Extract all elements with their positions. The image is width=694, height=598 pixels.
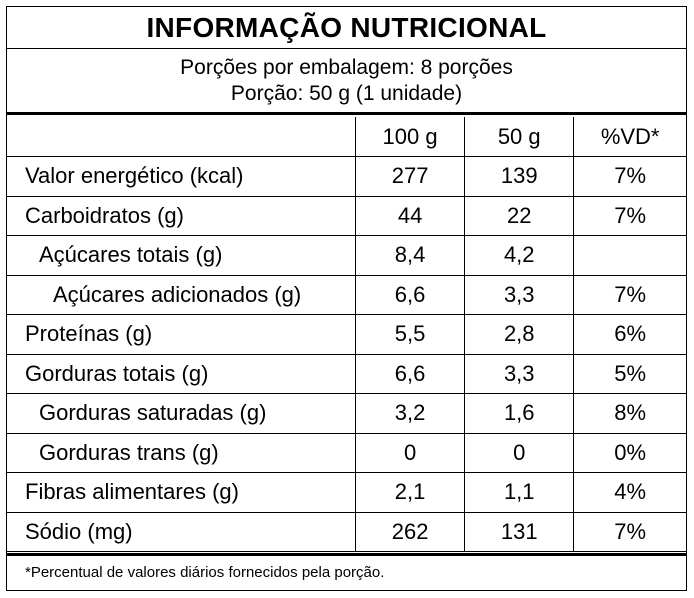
value-100g: 0 (354, 432, 466, 473)
value-vd: 7% (573, 274, 686, 315)
value-100g: 6,6 (354, 353, 466, 394)
table-row: Fibras alimentares (g) 2,1 1,1 4% (7, 472, 686, 513)
nutrient-name: Gorduras trans (g) (7, 432, 356, 473)
table-row: Gorduras saturadas (g) 3,2 1,6 8% (7, 393, 686, 434)
table-row: Proteínas (g) 5,5 2,8 6% (7, 314, 686, 355)
value-100g: 8,4 (354, 235, 466, 276)
value-100g: 6,6 (354, 274, 466, 315)
value-100g: 3,2 (354, 393, 466, 434)
value-vd: 0% (573, 432, 686, 473)
table-row: Açúcares adicionados (g) 6,6 3,3 7% (7, 274, 686, 315)
table-header-row: 100 g 50 g %VD* (7, 117, 686, 157)
value-vd: 7% (573, 195, 686, 236)
value-vd: 4% (573, 472, 686, 513)
nutrient-name: Açúcares adicionados (g) (7, 274, 356, 315)
footnote: *Percentual de valores diários fornecido… (7, 553, 686, 589)
value-50g: 0 (464, 432, 575, 473)
table-row: Gorduras trans (g) 0 0 0% (7, 432, 686, 473)
value-50g: 3,3 (464, 274, 575, 315)
nutrient-name: Sódio (mg) (7, 511, 356, 552)
value-vd: 6% (573, 314, 686, 355)
value-50g: 2,8 (464, 314, 575, 355)
value-100g: 44 (354, 195, 466, 236)
nutrient-name: Açúcares totais (g) (7, 235, 356, 276)
column-header-vd: %VD* (573, 117, 686, 157)
value-vd: 8% (573, 393, 686, 434)
nutrient-name: Carboidratos (g) (7, 195, 356, 236)
portions-per-package: Porções por embalagem: 8 porções (180, 55, 513, 79)
nutrition-label: INFORMAÇÃO NUTRICIONAL Porções por embal… (6, 6, 687, 591)
column-header-nutrient (7, 117, 356, 157)
serving-info: Porções por embalagem: 8 porções Porção:… (7, 49, 686, 115)
table-row: Carboidratos (g) 44 22 7% (7, 195, 686, 236)
value-50g: 1,1 (464, 472, 575, 513)
value-50g: 1,6 (464, 393, 575, 434)
value-50g: 139 (464, 156, 575, 197)
value-50g: 4,2 (464, 235, 575, 276)
table-row: Sódio (mg) 262 131 7% (7, 511, 686, 552)
nutrient-name: Proteínas (g) (7, 314, 356, 355)
nutrient-name: Gorduras saturadas (g) (7, 393, 356, 434)
table-row: Açúcares totais (g) 8,4 4,2 (7, 235, 686, 276)
value-vd: 5% (573, 353, 686, 394)
column-header-100g: 100 g (354, 117, 466, 157)
table-row: Gorduras totais (g) 6,6 3,3 5% (7, 353, 686, 394)
value-50g: 3,3 (464, 353, 575, 394)
nutrient-name: Fibras alimentares (g) (7, 472, 356, 513)
value-100g: 2,1 (354, 472, 466, 513)
label-title: INFORMAÇÃO NUTRICIONAL (7, 7, 686, 49)
portion-size: Porção: 50 g (1 unidade) (230, 81, 463, 105)
value-vd: 7% (573, 511, 686, 552)
value-vd (573, 235, 686, 276)
value-50g: 22 (464, 195, 575, 236)
nutrient-name: Valor energético (kcal) (7, 156, 356, 197)
value-100g: 277 (354, 156, 466, 197)
nutrient-name: Gorduras totais (g) (7, 353, 356, 394)
value-vd: 7% (573, 156, 686, 197)
value-100g: 262 (354, 511, 466, 552)
column-header-50g: 50 g (464, 117, 575, 157)
nutrition-table: 100 g 50 g %VD* Valor energético (kcal) … (7, 117, 686, 552)
value-100g: 5,5 (354, 314, 466, 355)
value-50g: 131 (464, 511, 575, 552)
table-row: Valor energético (kcal) 277 139 7% (7, 156, 686, 197)
